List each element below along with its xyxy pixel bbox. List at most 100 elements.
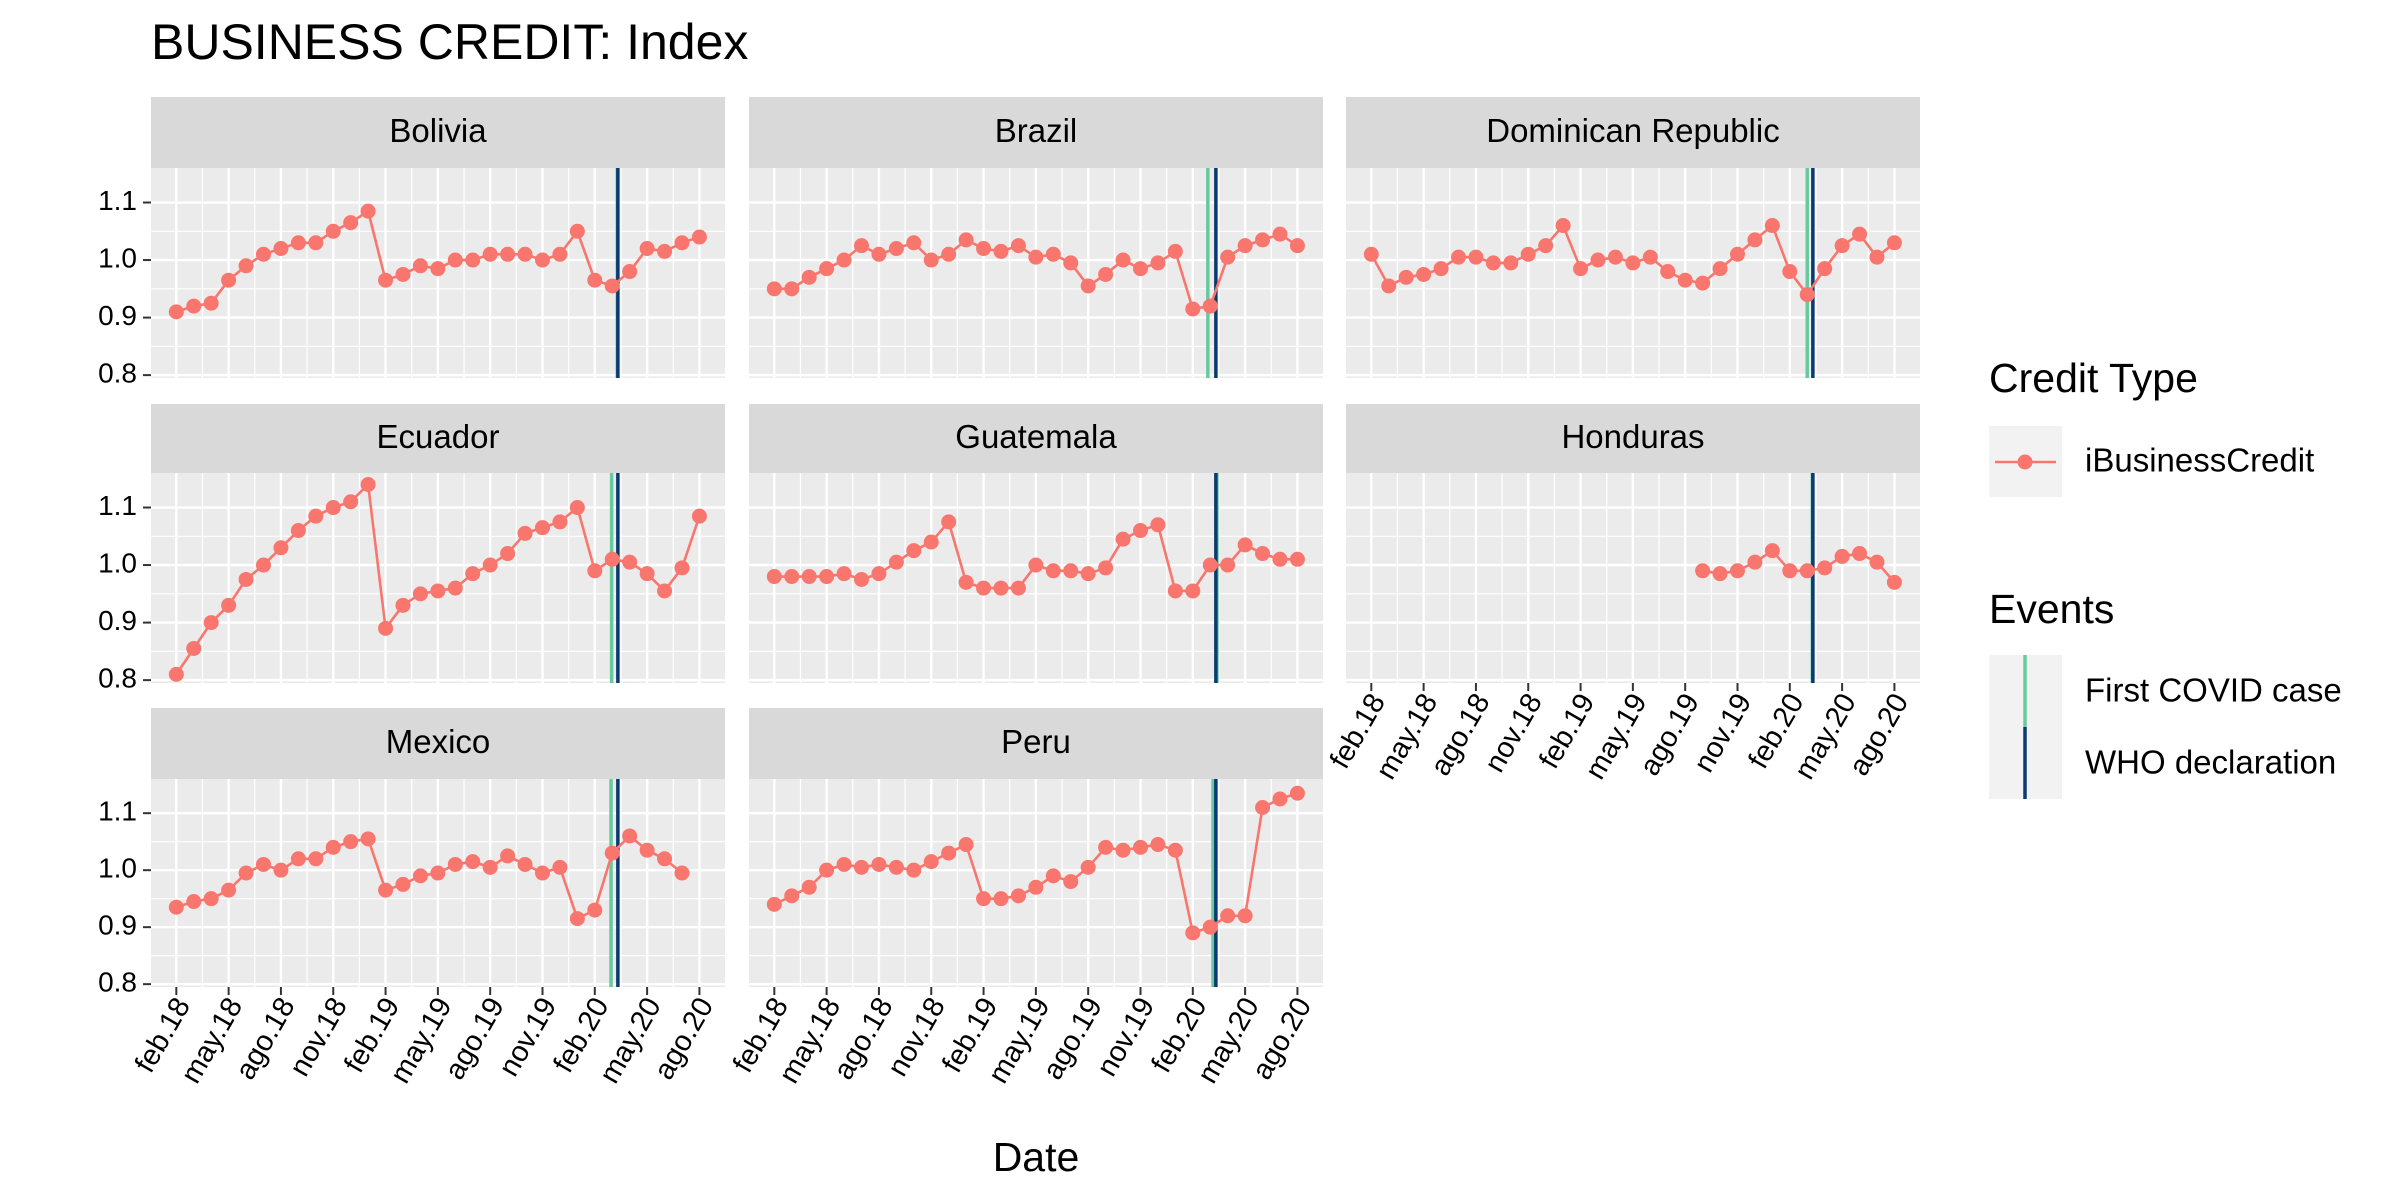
strip — [749, 404, 1323, 473]
data-point — [1590, 252, 1606, 268]
data-point — [273, 241, 289, 257]
data-point — [801, 879, 817, 895]
data-point — [221, 272, 237, 288]
data-point — [1642, 249, 1658, 265]
strip — [749, 708, 1323, 779]
data-point — [203, 891, 219, 907]
data-point — [1607, 249, 1623, 265]
strip-title: Dominican Republic — [1486, 112, 1779, 149]
data-point — [1747, 554, 1763, 570]
data-point — [639, 241, 655, 257]
data-point — [412, 868, 428, 884]
data-point — [186, 640, 202, 656]
data-point — [1010, 888, 1026, 904]
data-point — [255, 856, 271, 872]
data-point — [622, 554, 638, 570]
data-point — [1045, 868, 1061, 884]
data-point — [325, 500, 341, 516]
data-point — [1202, 557, 1218, 573]
data-point — [976, 241, 992, 257]
data-point — [360, 831, 376, 847]
strip — [151, 708, 725, 779]
data-point — [906, 862, 922, 878]
data-point — [1167, 583, 1183, 599]
data-point — [1677, 272, 1693, 288]
y-tick-label: 0.9 — [98, 605, 137, 636]
data-point — [1272, 791, 1288, 807]
data-point — [1573, 261, 1589, 277]
data-point — [1150, 837, 1166, 853]
data-point — [500, 246, 516, 262]
data-point — [801, 269, 817, 285]
data-point — [569, 223, 585, 239]
data-point — [1712, 261, 1728, 277]
data-point — [238, 571, 254, 587]
data-point — [534, 865, 550, 881]
data-point — [255, 557, 271, 573]
data-point — [836, 856, 852, 872]
data-point — [888, 859, 904, 875]
data-point — [1115, 252, 1131, 268]
y-tick-label: 1.0 — [98, 547, 137, 578]
data-point — [1886, 235, 1902, 251]
data-point — [343, 834, 359, 850]
data-point — [1098, 560, 1114, 576]
strip-title: Bolivia — [389, 112, 487, 149]
data-point — [819, 862, 835, 878]
legend-key-point — [2017, 454, 2033, 470]
data-point — [1381, 278, 1397, 294]
data-point — [1080, 859, 1096, 875]
data-point — [941, 246, 957, 262]
data-point — [1289, 551, 1305, 567]
data-point — [325, 839, 341, 855]
data-point — [766, 569, 782, 585]
data-point — [168, 666, 184, 682]
strip-title: Guatemala — [955, 418, 1117, 455]
strip — [1346, 97, 1920, 168]
data-point — [308, 235, 324, 251]
data-point — [273, 862, 289, 878]
data-point — [378, 620, 394, 636]
data-point — [1080, 278, 1096, 294]
data-point — [604, 278, 620, 294]
data-point — [691, 508, 707, 524]
chart-title: BUSINESS CREDIT: Index — [151, 14, 748, 70]
data-point — [1398, 269, 1414, 285]
data-point — [941, 514, 957, 530]
data-point — [1468, 249, 1484, 265]
x-axis-label: Date — [993, 1134, 1080, 1180]
legend-title: Credit Type — [1989, 355, 2198, 401]
data-point — [221, 597, 237, 613]
data-point — [290, 523, 306, 539]
data-point — [534, 520, 550, 536]
facet: Bolivia 0.8 0.9 1.0 1.1 — [98, 97, 725, 389]
y-tick-label: 1.0 — [98, 242, 137, 273]
data-point — [784, 281, 800, 297]
data-point — [552, 514, 568, 530]
data-point — [1150, 517, 1166, 533]
data-point — [1834, 238, 1850, 254]
data-point — [958, 232, 974, 248]
data-point — [993, 243, 1009, 259]
strip-title: Mexico — [386, 723, 491, 760]
data-point — [1503, 255, 1519, 271]
data-point — [993, 891, 1009, 907]
facet: Perufeb.18may.18ago.18nov.18feb.19may.19… — [727, 708, 1323, 1089]
data-point — [1167, 842, 1183, 858]
data-point — [569, 911, 585, 927]
data-point — [1289, 785, 1305, 801]
data-point — [1289, 238, 1305, 254]
data-point — [500, 848, 516, 864]
data-point — [378, 882, 394, 898]
data-point — [430, 865, 446, 881]
data-point — [447, 580, 463, 596]
data-point — [395, 876, 411, 892]
data-point — [1255, 799, 1271, 815]
data-point — [1237, 537, 1253, 553]
data-point — [500, 546, 516, 562]
data-point — [1150, 255, 1166, 271]
data-point — [691, 229, 707, 245]
data-point — [1132, 839, 1148, 855]
data-point — [1080, 566, 1096, 582]
data-point — [552, 859, 568, 875]
